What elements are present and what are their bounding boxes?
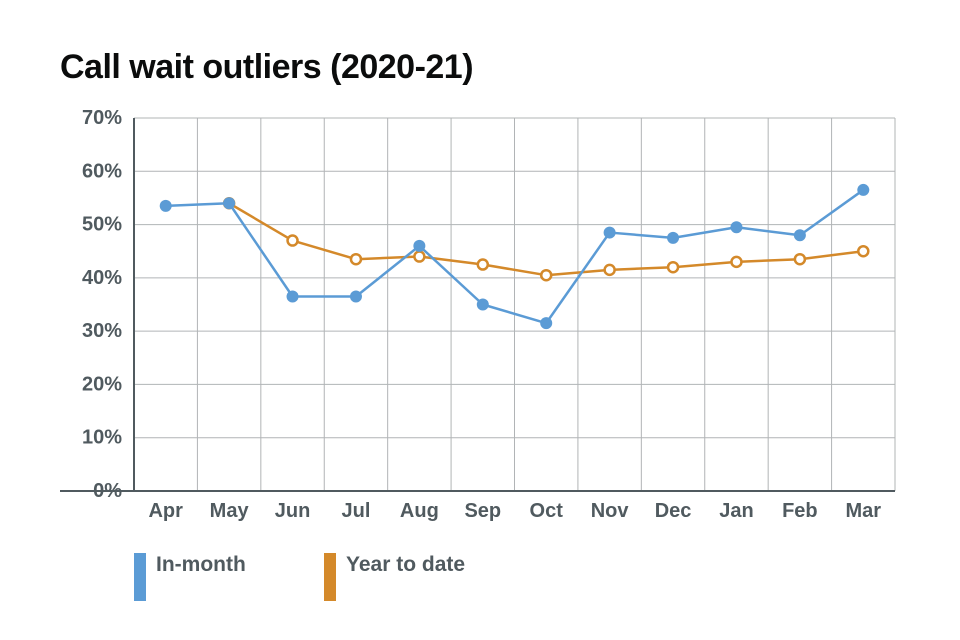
y-tick-label: 10% <box>82 427 122 449</box>
x-tick-label: Feb <box>782 500 818 522</box>
legend-swatch-year-to-date <box>324 553 336 601</box>
y-tick-label: 30% <box>82 320 122 342</box>
series-in-month <box>159 183 870 330</box>
data-point-in-month <box>603 226 616 239</box>
x-tick-label: Jul <box>342 500 371 522</box>
x-tick-label: Aug <box>400 500 439 522</box>
x-tick-label: Mar <box>846 500 882 522</box>
y-tick-label: 0% <box>93 480 122 502</box>
x-tick-label: May <box>210 500 250 522</box>
data-point-in-month <box>540 317 553 330</box>
x-tick-label: Nov <box>591 500 630 522</box>
y-tick-label: 70% <box>82 107 122 129</box>
data-point-year-to-date <box>730 255 743 269</box>
legend-label-year-to-date: Year to date <box>346 553 466 576</box>
data-point-year-to-date <box>666 260 680 274</box>
data-point-year-to-date <box>793 252 807 266</box>
legend-item-year-to-date: Year to date <box>324 553 465 601</box>
series-year-to-date <box>222 197 870 282</box>
data-point-year-to-date <box>539 268 553 282</box>
data-point-year-to-date <box>857 244 870 258</box>
data-point-in-month <box>223 197 236 210</box>
data-point-in-month <box>793 229 806 242</box>
x-tick-label: Jun <box>275 500 311 522</box>
data-point-year-to-date <box>286 234 299 247</box>
x-tick-label: Oct <box>530 500 564 522</box>
data-point-year-to-date <box>349 252 363 266</box>
axes <box>60 118 895 492</box>
x-tick-labels: Apr May Jun Jul Aug Sep Oct Nov Dec Jan Feb Mar <box>148 500 881 522</box>
series-line-in-month <box>165 188 865 325</box>
data-point-in-month <box>476 298 489 311</box>
x-tick-label: Apr <box>148 500 183 522</box>
data-point-year-to-date <box>603 263 616 277</box>
y-tick-label: 20% <box>82 373 122 395</box>
data-point-year-to-date <box>413 250 426 263</box>
data-point-year-to-date <box>476 258 490 271</box>
grid <box>134 117 896 491</box>
y-tick-label: 50% <box>82 214 122 236</box>
y-tick-label: 60% <box>82 160 122 182</box>
data-point-in-month <box>286 290 299 303</box>
x-tick-label: Jan <box>719 500 753 522</box>
data-point-in-month <box>857 183 870 196</box>
y-tick-label: 40% <box>82 267 122 289</box>
series <box>159 183 870 330</box>
legend-swatch-in-month <box>134 553 146 601</box>
x-tick-label: Dec <box>655 500 692 522</box>
chart-title: Call wait outliers (2020-21) <box>60 48 474 86</box>
legend-label-in-month: In-month <box>156 553 246 576</box>
data-point-in-month <box>667 231 680 244</box>
y-tick-labels: 0% 10% 20% 30% 40% 50% 60% 70% <box>82 107 122 502</box>
x-tick-label: Sep <box>464 500 501 522</box>
legend-item-in-month: In-month <box>134 553 246 601</box>
data-point-in-month <box>413 239 426 252</box>
data-point-in-month <box>349 290 362 303</box>
data-point-in-month <box>730 221 743 234</box>
data-point-in-month <box>159 199 172 212</box>
